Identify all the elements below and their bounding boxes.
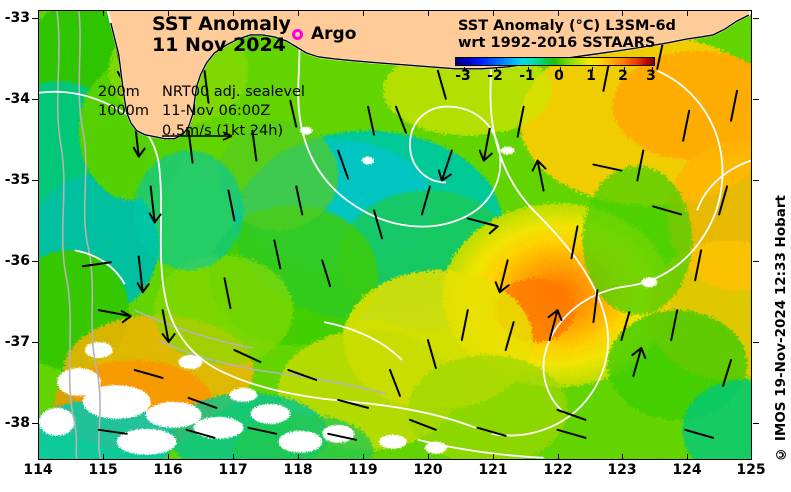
info-scale-block: 200m NRT00 adj. sealevel 1000m 11-Nov 06…: [98, 83, 305, 141]
colorbar-tick: -3: [455, 67, 471, 84]
x-tick-label: 124: [672, 462, 702, 478]
x-tick-label: 115: [88, 462, 118, 478]
colorbar-tick: 1: [586, 67, 596, 84]
y-tick-label: -33: [4, 10, 30, 26]
legend-title-line-2: wrt 1992-2016 SSTAARS: [458, 35, 656, 52]
argo-legend-label: Argo: [311, 24, 357, 44]
sst-anomaly-raster: [39, 11, 751, 459]
x-tick-label: 119: [348, 462, 378, 478]
title-line-2: 11 Nov 2024: [152, 34, 286, 57]
x-tick-label: 123: [607, 462, 637, 478]
x-tick-label: 117: [218, 462, 248, 478]
velocity-vectors: [81, 39, 739, 441]
x-tick-label: 114: [23, 462, 53, 478]
x-tick-label: 125: [736, 462, 766, 478]
map-title: SST Anomaly 11 Nov 2024: [152, 13, 291, 57]
y-tick-label: -37: [4, 334, 30, 350]
timestamp-label: 11-Nov 06:00Z: [162, 103, 271, 120]
colorbar-legend: SST Anomaly (°C) L3SM-6d wrt 1992-2016 S…: [450, 18, 702, 84]
x-tick-label: 120: [413, 462, 443, 478]
colorbar-tick-labels: -3 -2 -1 0 1 2 3: [455, 66, 656, 84]
argo-legend[interactable]: Argo: [292, 24, 356, 44]
bathy-label-200m: 200m: [98, 84, 140, 100]
x-tick-label: 122: [543, 462, 573, 478]
coastline: [110, 14, 750, 140]
map-plot-area[interactable]: [38, 10, 752, 460]
colorbar-tick: 2: [618, 67, 628, 84]
x-tick-label: 118: [283, 462, 313, 478]
y-tick-label: -34: [4, 91, 30, 107]
colorbar-gradient: [455, 56, 655, 71]
colorbar-tick: -2: [487, 67, 503, 84]
bathy-label-1000m: 1000m: [98, 103, 150, 120]
x-tick-label: 121: [478, 462, 508, 478]
vector-scale-label: 0.5m/s (1kt 24h): [162, 122, 284, 139]
product-label: NRT00 adj. sealevel: [162, 84, 305, 100]
y-tick-label: -36: [4, 253, 30, 269]
colorbar-tick: 3: [646, 67, 656, 84]
copyright-credit: © IMOS 19-Nov-2024 12:33 Hobart: [773, 195, 789, 462]
legend-title-line-1: SST Anomaly (°C) L3SM-6d: [458, 18, 676, 34]
argo-circle-icon: [292, 28, 303, 40]
y-tick-label: -38: [4, 415, 30, 431]
vector-scale-arrow-icon: [162, 131, 233, 141]
y-tick-label: -35: [4, 172, 30, 188]
title-line-1: SST Anomaly: [152, 13, 291, 35]
colorbar-tick: -1: [519, 67, 535, 84]
colorbar-tick: 0: [554, 67, 564, 84]
x-tick-label: 116: [153, 462, 183, 478]
